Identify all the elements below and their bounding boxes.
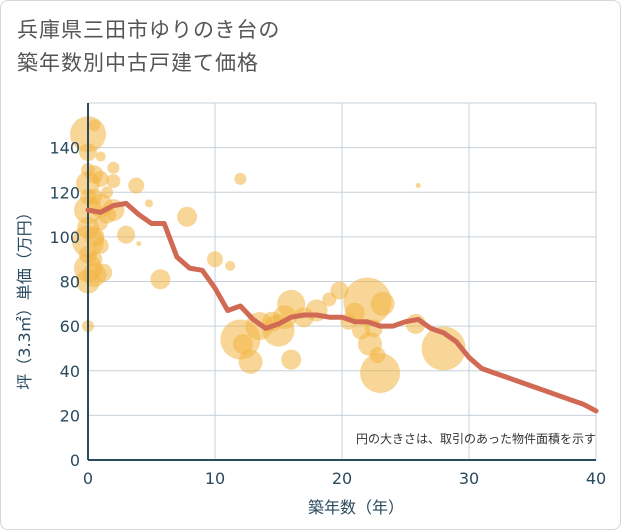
average-price-line (85, 200, 599, 414)
data-bubble (101, 186, 114, 199)
bubbles-layer (70, 116, 466, 393)
x-axis-label: 築年数（年） (308, 498, 404, 517)
data-bubble (238, 349, 263, 374)
y-tick-label: 120 (49, 183, 80, 202)
data-bubble (150, 269, 171, 290)
data-bubble (128, 177, 145, 194)
y-tick-label: 140 (49, 139, 80, 158)
grid-lines (88, 102, 597, 460)
data-bubble (234, 172, 247, 185)
data-bubble (136, 241, 142, 247)
x-tick-label: 40 (586, 469, 606, 488)
x-tick-label: 10 (205, 469, 225, 488)
y-tick-label: 100 (49, 228, 80, 247)
data-bubble (415, 183, 421, 189)
data-bubble (232, 333, 253, 354)
data-bubble (106, 174, 121, 189)
data-bubble (207, 251, 223, 268)
size-note: 円の大きさは、取引のあった物件面積を示す (356, 431, 596, 446)
y-tick-label: 60 (60, 317, 80, 336)
tick-labels: 0 20 40 60 80 100 120 140 0 10 20 30 40 (49, 139, 606, 488)
data-bubble (281, 349, 302, 370)
axes (87, 103, 596, 461)
data-bubble (421, 326, 466, 371)
x-tick-label: 20 (332, 469, 352, 488)
x-tick-label: 30 (459, 469, 479, 488)
data-bubble (92, 170, 109, 187)
data-bubble (225, 260, 236, 271)
trend-line-layer (85, 200, 599, 414)
data-bubble (95, 151, 106, 162)
data-bubble (117, 225, 136, 244)
chart-title-line-1: 兵庫県三田市ゆりのき台の (17, 18, 281, 42)
x-tick-label: 0 (83, 469, 93, 488)
chart-title: 兵庫県三田市ゆりのき台の 築年数別中古戸建て価格 (17, 14, 280, 80)
y-tick-label: 0 (70, 451, 80, 470)
chart-title-line-2: 築年数別中古戸建て価格 (17, 51, 259, 75)
data-bubble (88, 119, 101, 132)
data-bubble (92, 237, 109, 254)
data-bubble (177, 206, 198, 227)
y-tick-label: 80 (60, 273, 80, 292)
data-bubble (107, 161, 120, 174)
y-axis-label: 坪（3.3㎡）単価（万円） (15, 204, 34, 389)
data-bubble (94, 263, 113, 282)
data-bubble (144, 199, 153, 208)
y-tick-label: 20 (60, 406, 80, 425)
data-bubble (370, 291, 395, 316)
data-bubble (86, 251, 103, 268)
data-bubble (360, 352, 401, 393)
y-tick-label: 40 (60, 362, 80, 381)
data-bubble (330, 281, 349, 300)
